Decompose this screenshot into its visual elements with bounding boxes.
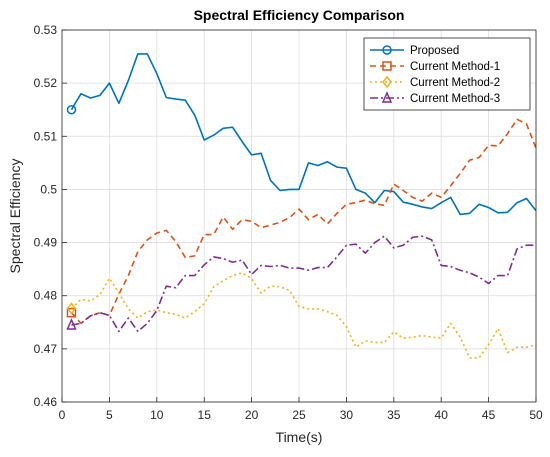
x-tick-label: 40 <box>435 408 449 422</box>
series-line-4 <box>71 235 536 333</box>
chart-title: Spectral Efficiency Comparison <box>194 7 405 23</box>
legend-label-3: Current Method-2 <box>410 77 500 89</box>
legend-marker-4 <box>381 91 393 103</box>
x-tick-label: 45 <box>482 408 496 422</box>
legend: Proposed Current Method-1 Current Method-2… <box>363 37 531 111</box>
legend-label-2: Current Method-1 <box>410 61 500 73</box>
series-line-3 <box>70 272 537 359</box>
y-tick-label: 0.5 <box>40 182 57 196</box>
legend-marker-3 <box>382 75 392 89</box>
legend-label-4: Current Method-3 <box>410 93 500 105</box>
x-tick-label: 30 <box>340 408 354 422</box>
x-tick-label: 0 <box>59 408 66 422</box>
x-tick-label: 5 <box>106 408 113 422</box>
series-marker-3 <box>66 302 77 315</box>
x-axis-label: Time(s) <box>276 429 323 445</box>
x-tick-label: 50 <box>529 408 543 422</box>
x-tick-label: 10 <box>150 408 164 422</box>
y-tick-label: 0.47 <box>34 342 58 356</box>
series-line-1 <box>70 53 537 216</box>
y-tick-label: 0.52 <box>34 76 58 90</box>
x-tick-label: 15 <box>198 408 212 422</box>
y-axis-label: Spectral Efficiency <box>7 159 23 274</box>
legend-label-1: Proposed <box>410 45 459 57</box>
series-line-2 <box>70 118 537 325</box>
x-tick-label: 35 <box>387 408 401 422</box>
y-tick-label: 0.48 <box>34 289 58 303</box>
legend-marker-1 <box>382 45 392 55</box>
legend-marker-2 <box>382 61 392 71</box>
y-tick-label: 0.49 <box>34 236 58 250</box>
ticks: 0 5 10 15 20 25 30 35 40 45 50 0.46 0.47 0.48 0.49 0.5 0… <box>34 23 543 422</box>
series-lines <box>66 53 537 359</box>
y-tick-label: 0.53 <box>34 23 58 37</box>
x-tick-label: 20 <box>245 408 259 422</box>
y-tick-label: 0.51 <box>34 129 58 143</box>
series-marker-1 <box>66 104 77 115</box>
x-tick-label: 25 <box>292 408 306 422</box>
series-marker-4 <box>66 318 77 330</box>
y-tick-label: 0.46 <box>34 395 58 409</box>
series-marker-2 <box>66 307 77 318</box>
